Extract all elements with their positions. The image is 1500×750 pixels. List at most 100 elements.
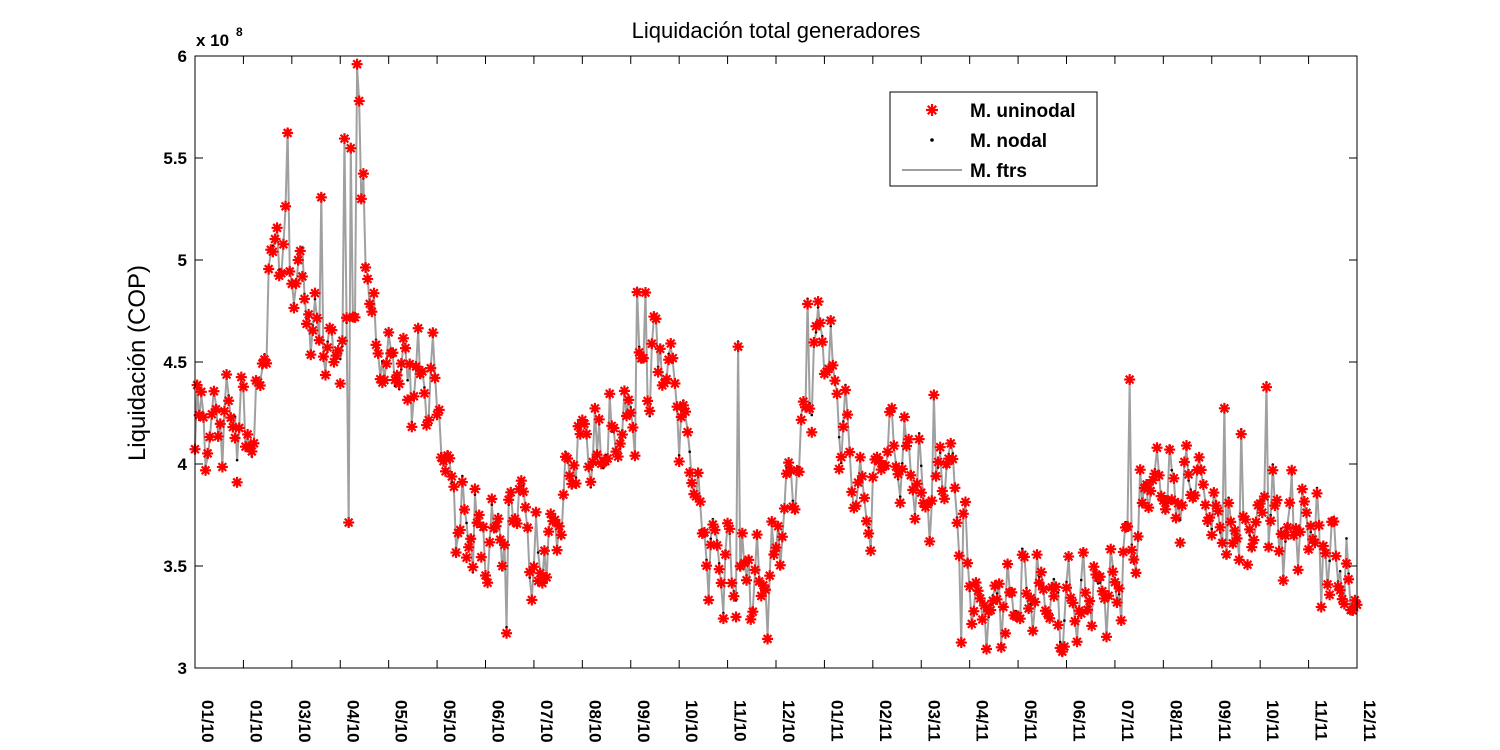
y-tick-label: 5.5 (163, 149, 187, 168)
asterisk-stroke (1266, 516, 1276, 526)
asterisk-stroke (476, 552, 486, 562)
asterisk-stroke (887, 403, 897, 413)
uninodal-point (368, 287, 380, 299)
asterisk-stroke (358, 168, 369, 179)
asterisk-stroke (1341, 558, 1352, 569)
uninodal-point (642, 395, 654, 407)
asterisk-stroke (1076, 608, 1086, 619)
asterisk-stroke (855, 452, 865, 462)
asterisk-stroke (790, 504, 800, 515)
asterisk-stroke (1333, 581, 1343, 592)
uninodal-point (450, 547, 462, 559)
asterisk-stroke (638, 353, 649, 363)
uninodal-point (886, 402, 898, 414)
asterisk-stroke (268, 247, 278, 257)
asterisk-stroke (1181, 440, 1192, 451)
uninodal-point (863, 527, 875, 539)
asterisk-stroke (379, 375, 390, 385)
x-tick-label: 06/10 (489, 700, 508, 743)
asterisk-stroke (623, 395, 634, 405)
uninodal-point (427, 327, 439, 339)
asterisk-stroke (202, 448, 213, 459)
uninodal-point (835, 451, 847, 463)
asterisk-stroke (226, 412, 236, 423)
uninodal-point (997, 601, 1009, 613)
asterisk-stroke (407, 422, 417, 432)
uninodal-point (1079, 587, 1091, 599)
asterisk-stroke (219, 406, 230, 416)
asterisk-stroke (335, 378, 345, 389)
asterisk-stroke (213, 431, 223, 442)
uninodal-point (833, 463, 845, 475)
asterisk-stroke (409, 391, 419, 402)
nodal-point (1338, 569, 1342, 573)
x-tick-label: 10/10 (682, 700, 701, 743)
uninodal-point (1309, 537, 1321, 549)
uninodal-point (1084, 595, 1096, 607)
asterisk-stroke (1167, 495, 1177, 505)
nodal-point (1345, 537, 1348, 540)
uninodal-point (692, 467, 704, 479)
uninodal-point (713, 563, 725, 575)
nodal-point (688, 450, 691, 454)
uninodal-point (372, 347, 384, 359)
uninodal-point (842, 409, 854, 421)
uninodal-point (879, 460, 891, 472)
uninodal-point (1189, 489, 1201, 501)
asterisk-stroke (388, 348, 398, 358)
uninodal-point (1069, 615, 1081, 627)
asterisk-stroke (535, 568, 545, 578)
asterisk-stroke (1183, 469, 1194, 480)
uninodal-point (505, 486, 517, 498)
asterisk-stroke (765, 571, 775, 581)
uninodal-point (1014, 613, 1026, 625)
chart-title: Liquidación total generadores (632, 18, 921, 43)
uninodal-point (1037, 583, 1049, 595)
uninodal-point (1330, 550, 1342, 562)
uninodal-point (303, 308, 315, 320)
uninodal-point (608, 422, 620, 434)
asterisk-stroke (449, 482, 459, 492)
asterisk-stroke (211, 404, 221, 414)
asterisk-stroke (459, 504, 470, 515)
uninodal-point (928, 389, 940, 401)
asterisk-stroke (1084, 596, 1095, 606)
asterisk-stroke (647, 339, 657, 349)
asterisk-stroke (783, 457, 794, 468)
y-multiplier-label: x 10 (196, 31, 229, 50)
uninodal-point (383, 326, 395, 338)
uninodal-point (968, 605, 980, 617)
asterisk-stroke (278, 239, 289, 249)
uninodal-point (903, 433, 915, 445)
asterisk-stroke (373, 348, 383, 359)
asterisk-stroke (1044, 613, 1055, 623)
asterisk-stroke (1204, 512, 1215, 523)
asterisk-stroke (514, 484, 524, 494)
uninodal-point (1115, 614, 1127, 626)
uninodal-point (467, 561, 479, 573)
uninodal-point (1258, 491, 1270, 503)
x-tick-label: 04/11 (973, 700, 992, 742)
asterisk-stroke (445, 453, 455, 463)
asterisk-stroke (529, 562, 539, 572)
uninodal-point (1250, 516, 1262, 528)
uninodal-point (1199, 499, 1211, 511)
uninodal-point (1128, 554, 1140, 566)
uninodal-point (709, 524, 721, 536)
uninodal-point (808, 336, 820, 348)
asterisk-stroke (687, 478, 697, 488)
asterisk-stroke (352, 59, 362, 69)
asterisk-stroke (1000, 628, 1011, 639)
asterisk-stroke (371, 340, 381, 350)
uninodal-point (749, 564, 761, 576)
uninodal-point (551, 544, 563, 556)
asterisk-stroke (1251, 517, 1261, 527)
asterisk-stroke (965, 581, 975, 592)
x-tick-label: 11/10 (731, 700, 750, 742)
uninodal-point (223, 395, 235, 407)
uninodal-point (305, 349, 317, 361)
uninodal-point (1319, 547, 1331, 559)
uninodal-point (391, 369, 403, 381)
asterisk-stroke (1127, 545, 1137, 555)
asterisk-stroke (400, 343, 411, 353)
